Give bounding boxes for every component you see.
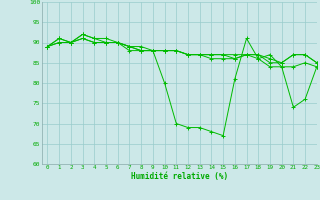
X-axis label: Humidité relative (%): Humidité relative (%) — [131, 172, 228, 181]
